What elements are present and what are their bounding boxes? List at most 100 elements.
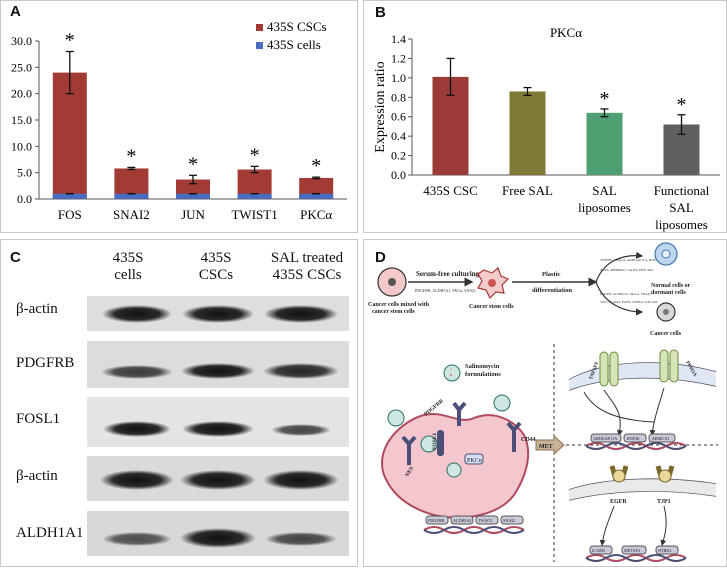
blot-band (182, 421, 254, 437)
normal-cells-label-2: dormant cells (651, 290, 686, 296)
legend-swatch (256, 24, 263, 31)
svg-text:NTRK2: NTRK2 (658, 548, 672, 553)
x-tick-label: Functional (654, 183, 710, 198)
blot-band (100, 470, 174, 490)
svg-text:ALDH1A1: ALDH1A1 (453, 518, 472, 523)
x-tick-label: SAL (592, 183, 617, 198)
plastic-label: Plastic (542, 271, 561, 278)
x-tick-label: 435S CSC (423, 183, 478, 198)
fosl1-label: FOSL1 (432, 433, 438, 450)
cancer-cell-icon (656, 302, 676, 322)
gene-list-4: TJP1, ICAM3, EGFR, NTRK2, EPCAM (600, 300, 658, 305)
blot-band (180, 528, 256, 548)
column-header-cscs: 435S CSCs (198, 250, 234, 283)
x-tick-label: SNAI2 (113, 207, 150, 222)
significance-marker: * (600, 88, 610, 110)
y-tick-label: 1.2 (391, 51, 406, 65)
legend-label: 435S CSCs (267, 19, 327, 34)
blot-band (263, 363, 339, 379)
chart-title: PKCα (550, 25, 582, 40)
western-blot-strips (87, 296, 349, 556)
x-tick-label: Free SAL (502, 183, 553, 198)
row-label-pdgfrb: PDGFRB (16, 355, 75, 371)
normal-cell-icon (654, 242, 678, 266)
salinomycin-label-2: formulations (465, 371, 501, 378)
panel-d-label: D (375, 249, 386, 266)
row-label-beta-actin-2: β-actin (16, 468, 58, 484)
column-header-cells: 435S cells (112, 250, 144, 283)
y-tick-label: 5.0 (17, 166, 32, 180)
row-label-aldh1a1: ALDH1A1 (16, 525, 84, 541)
column-header-sal-treated: SAL treated 435S CSCs (270, 250, 344, 283)
mixed-cells-icon (377, 267, 407, 297)
nes-label: NES (405, 466, 416, 478)
egfr-label: EGFR (610, 499, 627, 505)
svg-text:PDGFRB: PDGFRB (428, 518, 444, 523)
significance-marker: * (126, 145, 136, 167)
gene-list-3: PDGFB, ALDH1A1, PKCα, SNAI2 (600, 292, 651, 297)
blot-band (265, 532, 337, 546)
egfr-receptor-icon (609, 465, 629, 483)
x-tick-label: liposomes (655, 217, 708, 232)
legend-swatch (256, 42, 263, 49)
x-tick-label: liposomes (578, 200, 631, 215)
tnfsf9-label: TNFSF9 (589, 361, 600, 380)
bar-base-JUN (176, 193, 210, 199)
panel-b: B PKCα Expression ratio 0.0 0.2 0.4 0.6 0.8 1.0… (363, 0, 727, 233)
ppm1a-receptor-icon (659, 349, 679, 383)
salinomycin-particle-icon (387, 409, 405, 427)
met-label: MET (539, 444, 553, 450)
normal-cells-label-1: Normal cells or (651, 283, 691, 289)
cancer-stem-cell-icon (477, 266, 510, 300)
y-tick-label: 20.0 (11, 87, 32, 101)
blot-band (180, 470, 256, 490)
csc-label: Cancer stem cells (469, 304, 514, 310)
cd44-label: CD44 (521, 437, 536, 443)
y-tick-label: 1.4 (391, 32, 406, 46)
significance-marker: * (250, 144, 260, 166)
y-tick-label: 0.8 (391, 90, 406, 104)
mixed-cells-label-2: cancer stem cells (372, 309, 416, 315)
pkca-label: PKCα (467, 458, 483, 464)
differentiation-label: differentiation (532, 287, 572, 294)
panel-a: A 0.0 5.0 10.0 15.0 20.0 25.0 30.0 * FOS * SNAI2 * J… (0, 0, 358, 233)
cd44-receptor-icon (506, 421, 522, 452)
blot-band (101, 365, 173, 379)
blot-band (264, 305, 338, 323)
tnfsf9-receptor-icon (599, 351, 619, 387)
salinomycin-label-1: Salinomycin (465, 363, 500, 370)
y-tick-label: 0.4 (391, 129, 406, 143)
tjp1-receptor-icon (655, 465, 675, 483)
y-tick-label: 0.6 (391, 110, 406, 124)
y-tick-label: 0.0 (17, 192, 32, 206)
nes-receptor-icon (401, 435, 417, 465)
svg-text:ICAM3: ICAM3 (592, 548, 605, 553)
mixed-cells-label-1: Cancer cells mixed with (368, 302, 430, 308)
dna-gene-boxes-right-top: ARHGAP11A RNF46 ARMCX1 (590, 433, 676, 443)
chart-a: 0.0 5.0 10.0 15.0 20.0 25.0 30.0 * FOS * SNAI2 * JUN… (11, 19, 347, 222)
panel-a-label: A (10, 3, 21, 20)
y-tick-label: 0.2 (391, 149, 406, 163)
chart-b: PKCα Expression ratio 0.0 0.2 0.4 0.6 0.8 1.0 1.… (373, 25, 720, 232)
cancer-cells-label: Cancer cells (650, 331, 682, 337)
bar-base-FOS (52, 193, 87, 199)
met-arrow-icon: MET (535, 434, 565, 456)
step-serum-free: Serum-free culturing (416, 270, 480, 278)
blot-band (102, 305, 172, 323)
panel-b-label: B (375, 4, 386, 21)
significance-marker: * (188, 153, 198, 175)
panel-d: D Serum-free culturing PDGFRB, ALDH1A1, … (363, 239, 727, 567)
svg-text:SNAI2: SNAI2 (503, 518, 515, 523)
x-tick-label: SAL (669, 200, 694, 215)
salinomycin-particle-icon (443, 364, 461, 382)
svg-text:RNF46: RNF46 (627, 436, 639, 441)
svg-text:TWIST1: TWIST1 (478, 518, 493, 523)
blot-band (103, 421, 171, 437)
significance-marker: * (677, 94, 687, 116)
pdgfrb-receptor-icon (452, 401, 467, 426)
blot-band (181, 363, 255, 379)
x-tick-label: TWIST1 (231, 207, 277, 222)
y-axis-label: Expression ratio (373, 61, 388, 152)
panel-c-label: C (10, 249, 21, 266)
dna-gene-boxes-right-bottom: ICAM3 METAP2 NTRK2 (589, 545, 679, 555)
